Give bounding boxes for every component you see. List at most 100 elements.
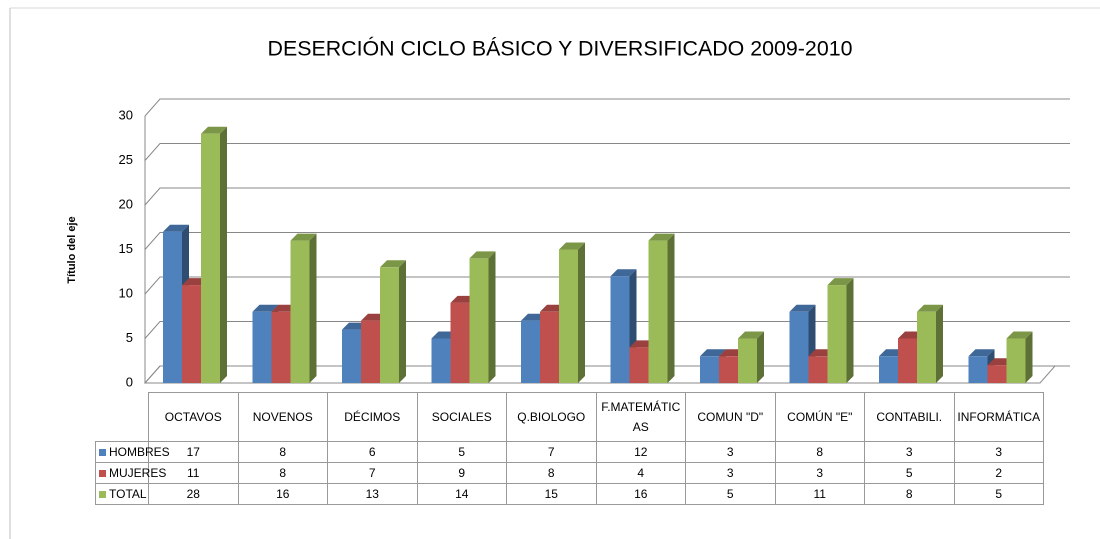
grid-line xyxy=(144,232,1070,250)
bar xyxy=(450,302,470,383)
table-row: MUJERES 11 8 7 9 8 4 3 3 5 2 xyxy=(95,462,1044,484)
x-tick-label: NOVENOS xyxy=(237,392,328,442)
y-tick-label: 5 xyxy=(126,330,133,345)
bar xyxy=(917,311,936,383)
bar xyxy=(898,338,917,383)
y-tick-label: 10 xyxy=(119,285,133,300)
bar xyxy=(1006,338,1026,383)
bar xyxy=(987,365,1007,383)
legend-entry: MUJERES xyxy=(95,462,166,484)
x-tick-label: SOCIALES xyxy=(416,392,507,442)
data-label: 13 xyxy=(327,483,418,505)
bar-side xyxy=(846,278,854,383)
bar xyxy=(648,240,668,383)
x-tick-label: CONTABILI. xyxy=(864,392,955,442)
data-label: 3 xyxy=(685,441,776,463)
data-label: 3 xyxy=(953,441,1044,463)
data-label: 16 xyxy=(237,483,328,505)
table-row: HOMBRES 17 8 6 5 7 12 3 8 3 3 xyxy=(95,441,1044,463)
data-label: 3 xyxy=(774,462,865,484)
bar xyxy=(252,311,272,383)
data-label: 3 xyxy=(685,462,776,484)
bar xyxy=(610,276,630,383)
legend-key xyxy=(99,449,106,456)
data-label: 5 xyxy=(416,441,507,463)
legend-entry: HOMBRES xyxy=(95,441,170,463)
x-tick-label: COMÚN "E" xyxy=(774,392,865,442)
bar xyxy=(361,320,380,383)
bar xyxy=(431,338,451,383)
data-table: OCTAVOS NOVENOS DÉCIMOS SOCIALES Q.BIOLOGO F.… xyxy=(95,392,1044,505)
data-label: 5 xyxy=(685,483,776,505)
grid-line xyxy=(144,187,1070,206)
bar-side xyxy=(757,331,764,383)
bar-side xyxy=(488,251,496,383)
bar-top xyxy=(252,304,279,312)
bar xyxy=(700,356,719,383)
bar xyxy=(342,329,361,383)
bar-side xyxy=(220,126,227,384)
bar-top xyxy=(380,260,406,268)
grid-line xyxy=(144,276,1070,295)
x-tick-label: F.MATEMÁTICAS xyxy=(595,392,686,442)
data-label: 8 xyxy=(506,462,597,484)
bar-side xyxy=(1025,331,1033,383)
data-label: 11 xyxy=(774,483,865,505)
y-tick-label: 15 xyxy=(119,241,133,256)
bar-top xyxy=(201,126,227,134)
bar xyxy=(719,356,738,383)
data-label: 8 xyxy=(237,441,328,463)
bar xyxy=(559,249,578,383)
data-label: 15 xyxy=(506,483,597,505)
bar-top xyxy=(827,278,854,286)
bar xyxy=(271,311,291,383)
grid-line xyxy=(144,321,1070,339)
data-label: 6 xyxy=(327,441,418,463)
bar xyxy=(521,320,540,383)
bar-top xyxy=(700,349,726,357)
data-label: 5 xyxy=(864,462,955,484)
bar xyxy=(738,338,757,383)
bar xyxy=(789,311,809,383)
y-tick-label: 25 xyxy=(119,152,133,167)
bar-top xyxy=(1006,331,1033,339)
data-label: 4 xyxy=(595,462,686,484)
data-label: 7 xyxy=(506,441,597,463)
bar xyxy=(163,231,182,383)
bar xyxy=(827,285,847,383)
table-row: TOTAL 28 16 13 14 15 16 5 11 8 5 xyxy=(95,483,1044,505)
y-tick-label: 0 xyxy=(126,374,133,389)
y-tick-label: 30 xyxy=(119,107,133,122)
bar-top xyxy=(610,269,637,277)
data-label: 8 xyxy=(864,483,955,505)
bar-top xyxy=(917,304,943,312)
bar-top xyxy=(469,251,496,259)
data-label: 7 xyxy=(327,462,418,484)
data-label: 14 xyxy=(416,483,507,505)
legend-key xyxy=(99,491,106,498)
bar xyxy=(201,133,220,383)
grid-line xyxy=(144,143,1070,161)
bar-top xyxy=(648,233,675,241)
legend-key xyxy=(99,470,106,477)
bar xyxy=(540,311,559,383)
bar-top xyxy=(559,242,585,250)
legend-label: TOTAL xyxy=(109,487,147,501)
data-label: 5 xyxy=(953,483,1044,505)
bar-side xyxy=(399,260,406,383)
bar xyxy=(629,347,649,383)
x-tick-label: Q.BIOLOGO xyxy=(506,392,597,442)
data-label: 2 xyxy=(953,462,1044,484)
bar xyxy=(879,356,898,383)
grid-line xyxy=(144,98,1070,117)
bar-top xyxy=(290,233,317,241)
legend-entry: TOTAL xyxy=(95,483,149,505)
bar xyxy=(380,267,399,383)
bar-side xyxy=(309,233,317,383)
bar xyxy=(182,285,201,383)
bar xyxy=(808,356,828,383)
bar-top xyxy=(968,349,995,357)
bar xyxy=(290,240,310,383)
data-label: 28 xyxy=(148,483,239,505)
